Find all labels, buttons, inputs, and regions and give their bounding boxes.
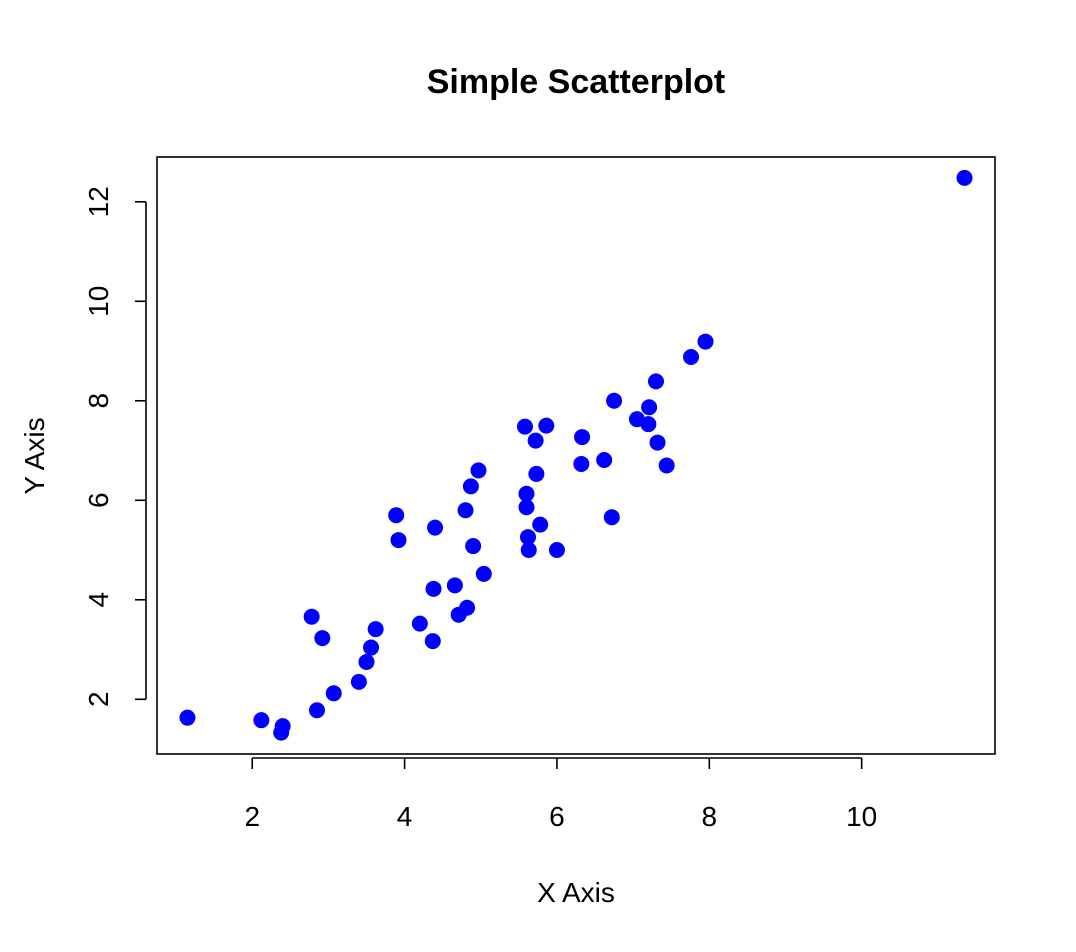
data-point xyxy=(603,509,620,526)
x-tick-label: 10 xyxy=(846,801,877,832)
data-point xyxy=(314,630,331,647)
y-tick-label: 6 xyxy=(83,492,114,508)
data-point xyxy=(518,485,535,502)
data-point xyxy=(518,499,535,516)
data-point xyxy=(532,516,549,533)
data-point xyxy=(573,455,590,472)
data-point xyxy=(274,718,291,735)
data-points xyxy=(179,169,973,741)
data-point xyxy=(640,416,657,433)
x-axis-label: X Axis xyxy=(537,877,615,908)
data-point xyxy=(649,434,666,451)
data-point xyxy=(647,373,664,390)
data-point xyxy=(548,542,565,559)
data-point xyxy=(367,621,384,638)
data-point xyxy=(325,685,342,702)
data-point xyxy=(459,599,476,616)
y-tick-label: 4 xyxy=(83,592,114,608)
data-point xyxy=(641,399,658,416)
data-point xyxy=(390,532,407,549)
data-point xyxy=(658,457,675,474)
data-point xyxy=(308,702,325,719)
x-tick-label: 2 xyxy=(244,801,260,832)
plot-area-border xyxy=(156,156,996,755)
data-point xyxy=(574,429,591,446)
data-point xyxy=(462,478,479,495)
data-point xyxy=(303,608,320,625)
data-point xyxy=(538,417,555,434)
data-point xyxy=(475,565,492,582)
data-point xyxy=(596,451,613,468)
data-point xyxy=(427,519,444,536)
x-tick-label: 4 xyxy=(397,801,413,832)
data-point xyxy=(253,712,270,729)
data-point xyxy=(457,502,474,519)
y-tick-label: 2 xyxy=(83,691,114,707)
y-tick-label: 12 xyxy=(83,186,114,217)
data-point xyxy=(516,418,533,435)
data-point xyxy=(528,465,545,482)
y-axis: 2 4 6 8 10 12 xyxy=(83,186,147,707)
data-point xyxy=(683,348,700,365)
y-axis-label: Y Axis xyxy=(19,417,50,494)
data-point xyxy=(465,538,482,555)
y-tick-label: 8 xyxy=(83,393,114,409)
data-point xyxy=(520,542,537,559)
data-point xyxy=(363,639,380,656)
data-point xyxy=(411,615,428,632)
data-point xyxy=(606,392,623,409)
data-point xyxy=(179,709,196,726)
data-point xyxy=(446,577,463,594)
data-point xyxy=(425,580,442,597)
data-point xyxy=(956,169,973,186)
data-point xyxy=(358,653,375,670)
chart-title: Simple Scatterplot xyxy=(427,63,726,101)
x-tick-label: 8 xyxy=(702,801,718,832)
data-point xyxy=(388,507,405,524)
data-point xyxy=(470,462,487,479)
data-point xyxy=(424,633,441,650)
data-point xyxy=(520,529,537,546)
data-point xyxy=(697,333,714,350)
x-axis: 2 4 6 8 10 xyxy=(244,757,877,832)
data-point xyxy=(350,673,367,690)
y-tick-label: 10 xyxy=(83,286,114,317)
data-point xyxy=(527,432,544,449)
x-tick-label: 6 xyxy=(549,801,565,832)
